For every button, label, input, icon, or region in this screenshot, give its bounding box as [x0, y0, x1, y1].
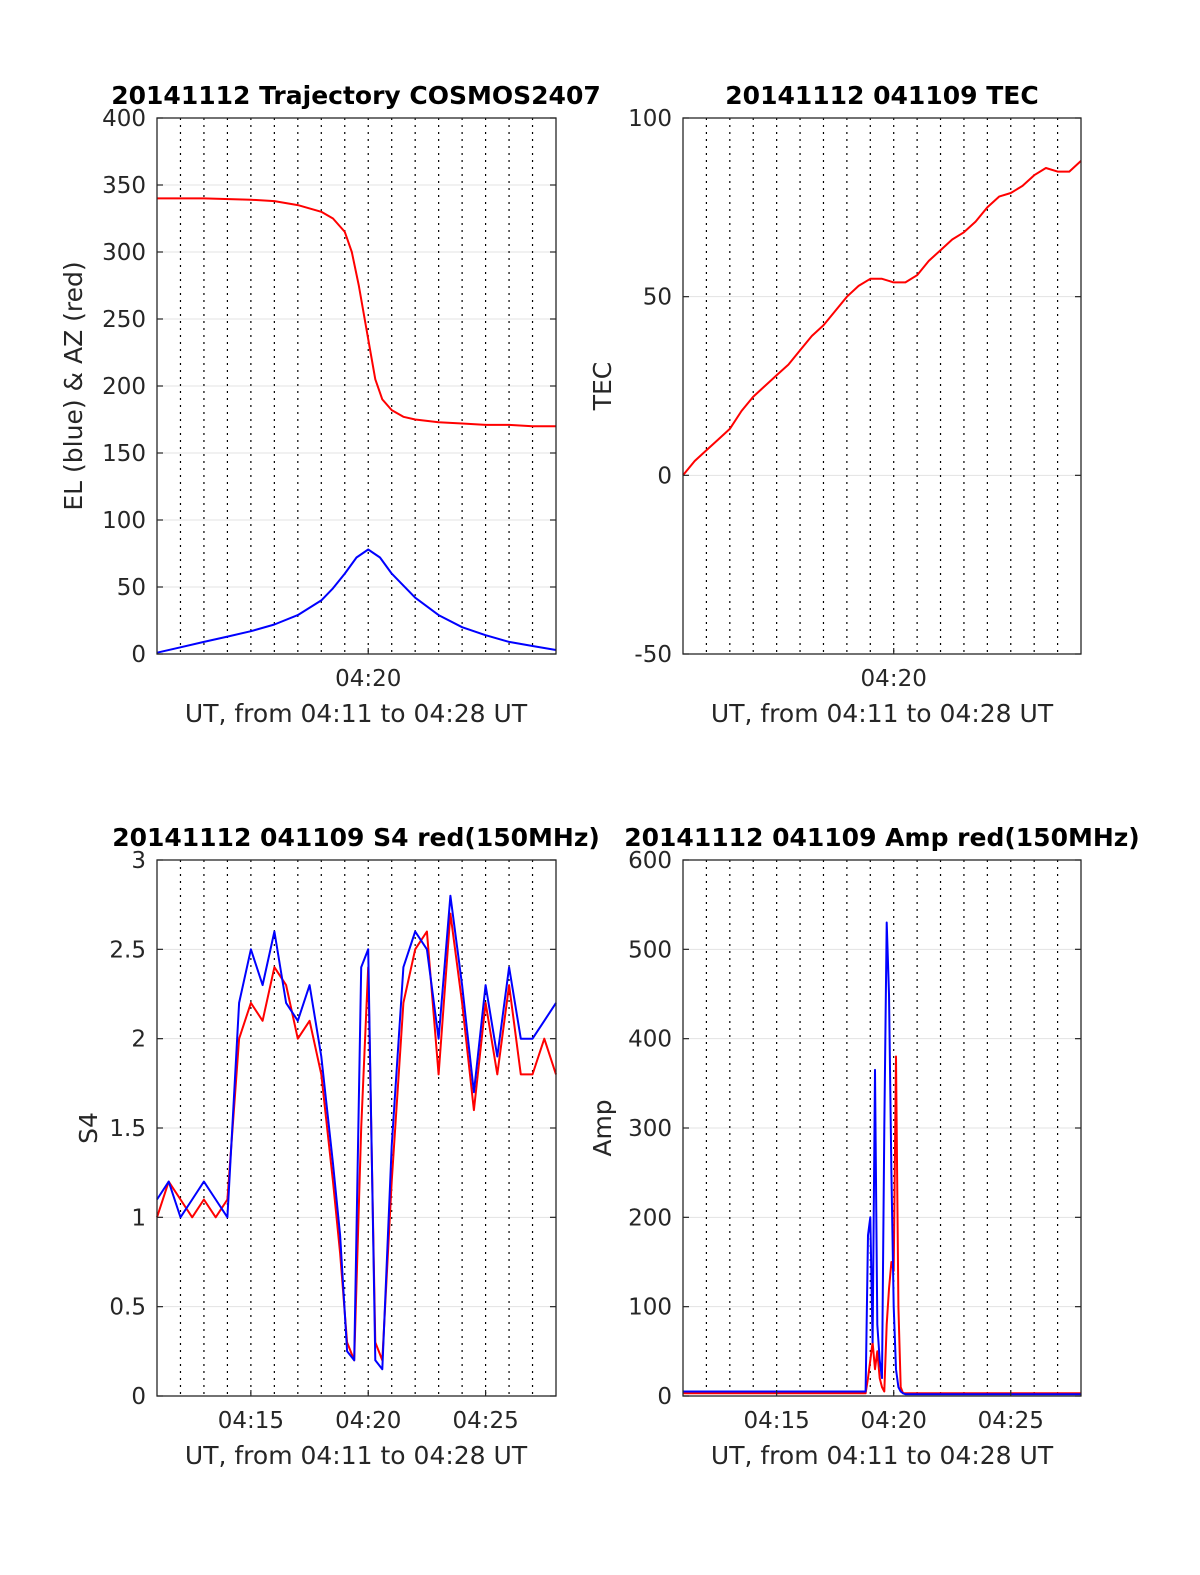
x-axis-label: UT, from 04:11 to 04:28 UT: [185, 699, 528, 728]
y-tick-label: 0.5: [109, 1295, 146, 1321]
x-tick-label: 04:15: [218, 1408, 284, 1434]
series-line: [157, 197, 556, 428]
panel-tec: 20141112 041109 TEC UT, from 04:11 to 04…: [588, 81, 1082, 728]
panel-amp: 20141112 041109 Amp red(150MHz) UT, from…: [588, 823, 1140, 1470]
panel-s4: 20141112 041109 S4 red(150MHz) UT, from …: [74, 823, 600, 1470]
y-tick-label: 3: [131, 848, 146, 874]
y-tick-label: 50: [117, 575, 146, 601]
panel-trajectory: 20141112 Trajectory COSMOS2407 UT, from …: [59, 81, 601, 728]
y-axis-label: EL (blue) & AZ (red): [59, 261, 88, 510]
panel-title: 20141112 041109 TEC: [725, 81, 1038, 110]
series-line: [683, 1055, 1081, 1395]
y-tick-label: 100: [102, 508, 146, 534]
x-axis-label: UT, from 04:11 to 04:28 UT: [185, 1441, 528, 1470]
panel-title: 20141112 041109 S4 red(150MHz): [112, 823, 600, 852]
y-tick-label: 300: [102, 240, 146, 266]
y-tick-label: 2.5: [109, 937, 146, 963]
y-tick-label: 400: [628, 1027, 672, 1053]
x-tick-label: 04:20: [335, 1408, 401, 1434]
y-tick-label: 350: [102, 173, 146, 199]
series-line: [156, 548, 557, 654]
y-axis-label: Amp: [588, 1099, 617, 1156]
y-tick-label: 500: [628, 937, 672, 963]
x-tick-label: 04:20: [861, 666, 927, 692]
y-tick-label: 0: [657, 463, 672, 489]
x-tick-label: 04:15: [743, 1408, 809, 1434]
y-tick-label: 0: [131, 642, 146, 668]
y-tick-label: 1: [131, 1205, 146, 1231]
axes-box: [682, 117, 1082, 655]
y-tick-label: 200: [628, 1205, 672, 1231]
y-tick-label: 2: [131, 1027, 146, 1053]
series-line: [683, 921, 1081, 1396]
y-tick-label: 0: [657, 1384, 672, 1410]
y-tick-label: 250: [102, 307, 146, 333]
y-tick-label: 600: [628, 848, 672, 874]
series-line: [682, 160, 1082, 476]
y-axis-label: S4: [74, 1112, 103, 1144]
y-axis-label: TEC: [588, 362, 617, 412]
x-axis-label: UT, from 04:11 to 04:28 UT: [711, 1441, 1054, 1470]
x-tick-label: 04:20: [335, 666, 401, 692]
y-tick-label: 100: [628, 1295, 672, 1321]
y-tick-label: 50: [643, 285, 672, 311]
x-axis-label: UT, from 04:11 to 04:28 UT: [711, 699, 1054, 728]
y-tick-label: 100: [628, 106, 672, 132]
y-tick-label: 400: [102, 106, 146, 132]
series-line: [156, 894, 557, 1371]
y-tick-label: 1.5: [109, 1116, 146, 1142]
x-tick-label: 04:25: [452, 1408, 518, 1434]
series-line: [156, 912, 557, 1362]
x-tick-label: 04:25: [978, 1408, 1044, 1434]
y-tick-label: 200: [102, 374, 146, 400]
y-tick-label: 150: [102, 441, 146, 467]
panel-title: 20141112 Trajectory COSMOS2407: [111, 81, 601, 110]
panel-title: 20141112 041109 Amp red(150MHz): [624, 823, 1140, 852]
y-tick-label: 0: [131, 1384, 146, 1410]
y-tick-label: -50: [634, 642, 672, 668]
x-tick-label: 04:20: [861, 1408, 927, 1434]
y-tick-label: 300: [628, 1116, 672, 1142]
